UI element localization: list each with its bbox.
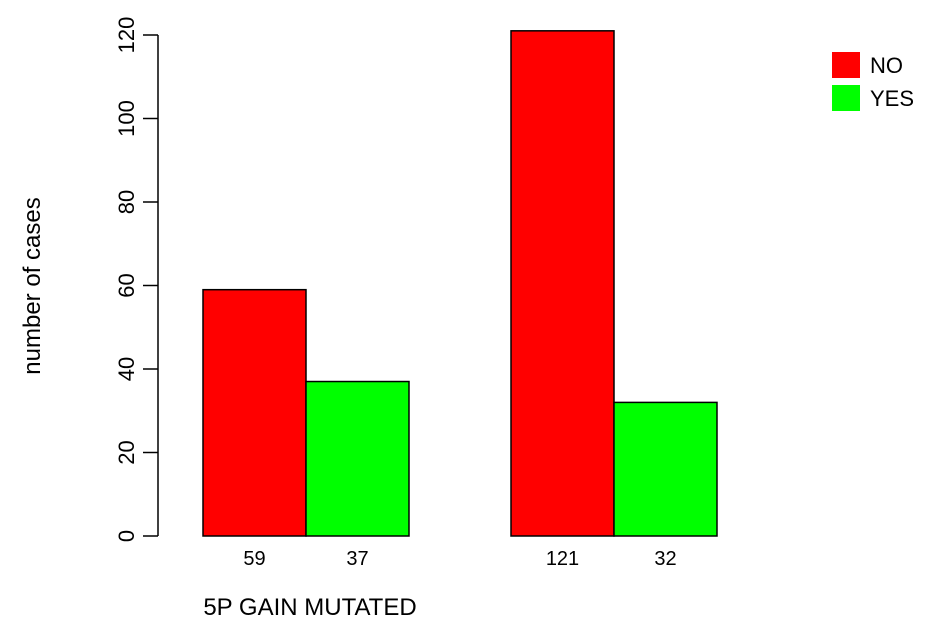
bar-value-label: 32	[654, 548, 676, 570]
bar-yes	[305, 380, 410, 537]
bars	[202, 30, 718, 537]
bar-no	[510, 30, 615, 537]
bar-value-label: 59	[243, 548, 265, 570]
bar-no	[202, 288, 307, 537]
y-tick-label: 100	[114, 100, 139, 137]
y-tick-label: 0	[114, 530, 139, 542]
legend-swatch-yes	[832, 85, 860, 111]
x-axis-title: 5P GAIN MUTATED	[203, 594, 416, 617]
legend-label-yes: YES	[870, 86, 914, 111]
bar-yes	[613, 401, 718, 537]
y-tick-label: 40	[114, 357, 139, 381]
y-axis-title: number of cases	[19, 197, 46, 374]
y-tick-label: 80	[114, 190, 139, 214]
bar-value-label: 121	[546, 548, 579, 570]
bar-labels: 59 37 121 32	[243, 548, 676, 570]
y-tick-label: 120	[114, 17, 139, 54]
y-axis: 0 20 40 60 80 100 120	[114, 17, 159, 542]
y-tick-label: 60	[114, 273, 139, 297]
y-tick-label: 20	[114, 440, 139, 464]
legend-swatch-no	[832, 52, 860, 78]
legend: NO YES	[832, 52, 914, 111]
legend-label-no: NO	[870, 53, 903, 78]
bar-value-label: 37	[346, 548, 368, 570]
